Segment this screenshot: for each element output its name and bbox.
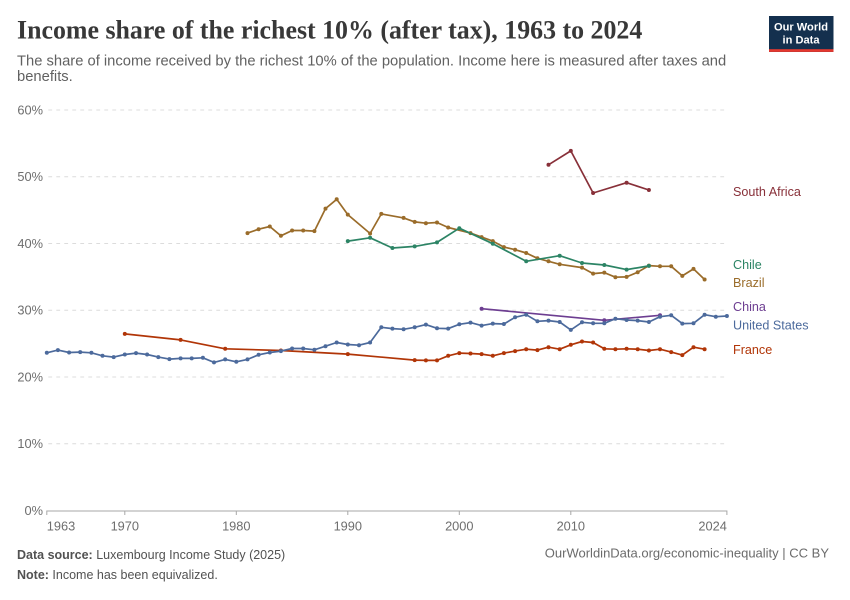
svg-text:1963: 1963 bbox=[47, 518, 75, 533]
svg-text:10%: 10% bbox=[17, 436, 43, 451]
svg-text:1990: 1990 bbox=[334, 518, 362, 533]
svg-text:France: France bbox=[733, 343, 772, 357]
svg-text:2024: 2024 bbox=[698, 518, 726, 533]
svg-text:Income share of the richest 10: Income share of the richest 10% (after t… bbox=[17, 16, 642, 45]
svg-text:OurWorldinData.org/economic-in: OurWorldinData.org/economic-inequality |… bbox=[545, 546, 830, 561]
svg-text:China: China bbox=[733, 300, 766, 314]
svg-text:20%: 20% bbox=[17, 369, 43, 384]
svg-text:in Data: in Data bbox=[783, 35, 821, 47]
svg-text:50%: 50% bbox=[17, 169, 43, 184]
svg-text:Our World: Our World bbox=[774, 22, 828, 34]
svg-text:South Africa: South Africa bbox=[733, 185, 801, 199]
svg-text:1980: 1980 bbox=[222, 518, 250, 533]
svg-text:2010: 2010 bbox=[557, 518, 585, 533]
svg-text:30%: 30% bbox=[17, 303, 43, 318]
svg-text:Brazil: Brazil bbox=[733, 276, 765, 290]
svg-text:Chile: Chile bbox=[733, 258, 762, 272]
svg-text:1970: 1970 bbox=[111, 518, 139, 533]
svg-text:United States: United States bbox=[733, 319, 809, 333]
svg-text:Note: Income has been equivali: Note: Income has been equivalized. bbox=[17, 568, 218, 582]
svg-text:60%: 60% bbox=[17, 102, 43, 117]
svg-text:2000: 2000 bbox=[445, 518, 473, 533]
svg-text:40%: 40% bbox=[17, 236, 43, 251]
svg-text:0%: 0% bbox=[25, 503, 44, 518]
svg-text:The share of income received b: The share of income received by the rich… bbox=[17, 54, 726, 70]
svg-text:Data source: Luxembourg Income: Data source: Luxembourg Income Study (20… bbox=[17, 548, 285, 562]
svg-text:benefits.: benefits. bbox=[17, 69, 73, 85]
